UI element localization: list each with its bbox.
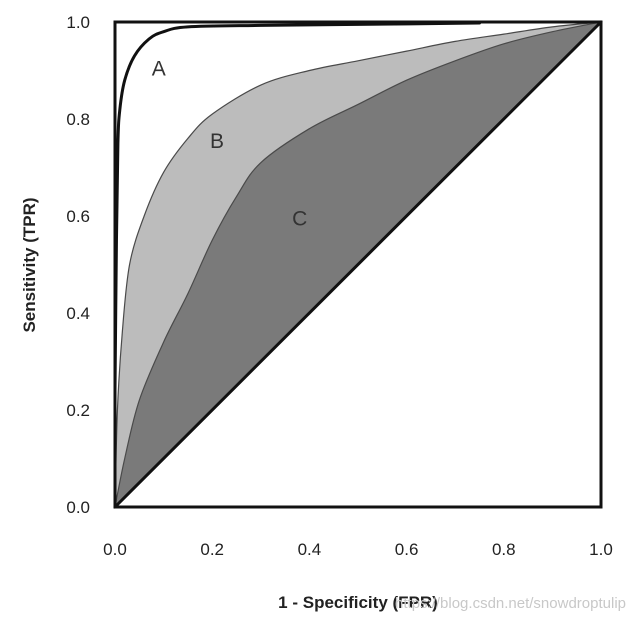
x-tick-label: 0.4 — [298, 540, 322, 559]
x-tick-label: 0.8 — [492, 540, 516, 559]
y-axis-ticks: 0.0 0.2 0.4 0.6 0.8 1.0 — [66, 13, 90, 517]
curve-a-line — [113, 21, 481, 393]
x-axis-title: 1 - Specificity (FPR) — [278, 593, 438, 612]
x-tick-label: 1.0 — [589, 540, 613, 559]
x-tick-label: 0.0 — [103, 540, 127, 559]
curve-labels: A B C — [152, 57, 308, 230]
y-tick-label: 1.0 — [66, 13, 90, 32]
diagonal-line — [113, 20, 603, 509]
y-tick-label: 0.2 — [66, 401, 90, 420]
curve-label-a: A — [152, 57, 166, 80]
plot-lines — [113, 20, 603, 509]
x-axis-ticks: 0.0 0.2 0.4 0.6 0.8 1.0 — [103, 540, 613, 559]
y-tick-label: 0.6 — [66, 207, 90, 226]
y-tick-label: 0.4 — [66, 304, 90, 323]
y-axis-title: Sensitivity (TPR) — [20, 197, 39, 332]
plot-frame — [113, 20, 603, 509]
y-tick-label: 0.8 — [66, 110, 90, 129]
watermark: https://blog.csdn.net/snowdroptulip — [395, 595, 626, 612]
y-tick-label: 0.0 — [66, 498, 90, 517]
curve-label-c: C — [292, 208, 307, 231]
curve-label-b: B — [210, 130, 224, 153]
x-tick-label: 0.2 — [200, 540, 224, 559]
x-tick-label: 0.6 — [395, 540, 419, 559]
